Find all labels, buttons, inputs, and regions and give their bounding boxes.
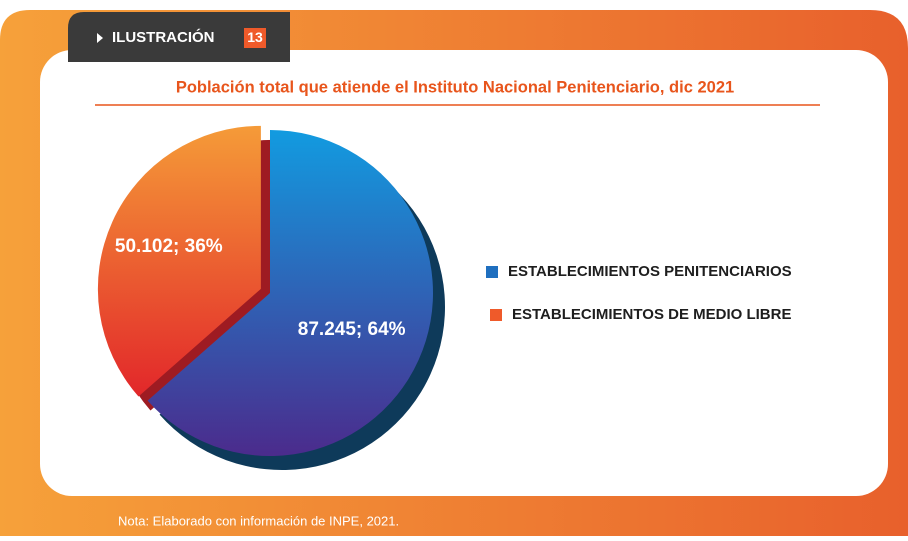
badge-number-bg	[244, 28, 266, 48]
legend-swatch	[486, 266, 498, 278]
badge-text: ILUSTRACIÓN	[112, 28, 215, 46]
slice	[147, 130, 434, 456]
slice	[97, 125, 261, 397]
badge-arrow	[97, 33, 103, 43]
data-label: 50.102; 36%	[115, 236, 223, 257]
badge	[68, 12, 290, 62]
legend-swatch	[490, 309, 502, 321]
legend-label: ESTABLECIMIENTOS PENITENCIARIOS	[508, 263, 792, 280]
note: Nota: Elaborado con información de INPE,…	[118, 513, 399, 528]
data-label: 87.245; 64%	[298, 319, 406, 340]
chart-title: Población total que atiende el Instituto…	[176, 78, 734, 96]
legend-label: ESTABLECIMIENTOS DE MEDIO LIBRE	[512, 306, 791, 323]
badge-number: 13	[247, 29, 263, 45]
